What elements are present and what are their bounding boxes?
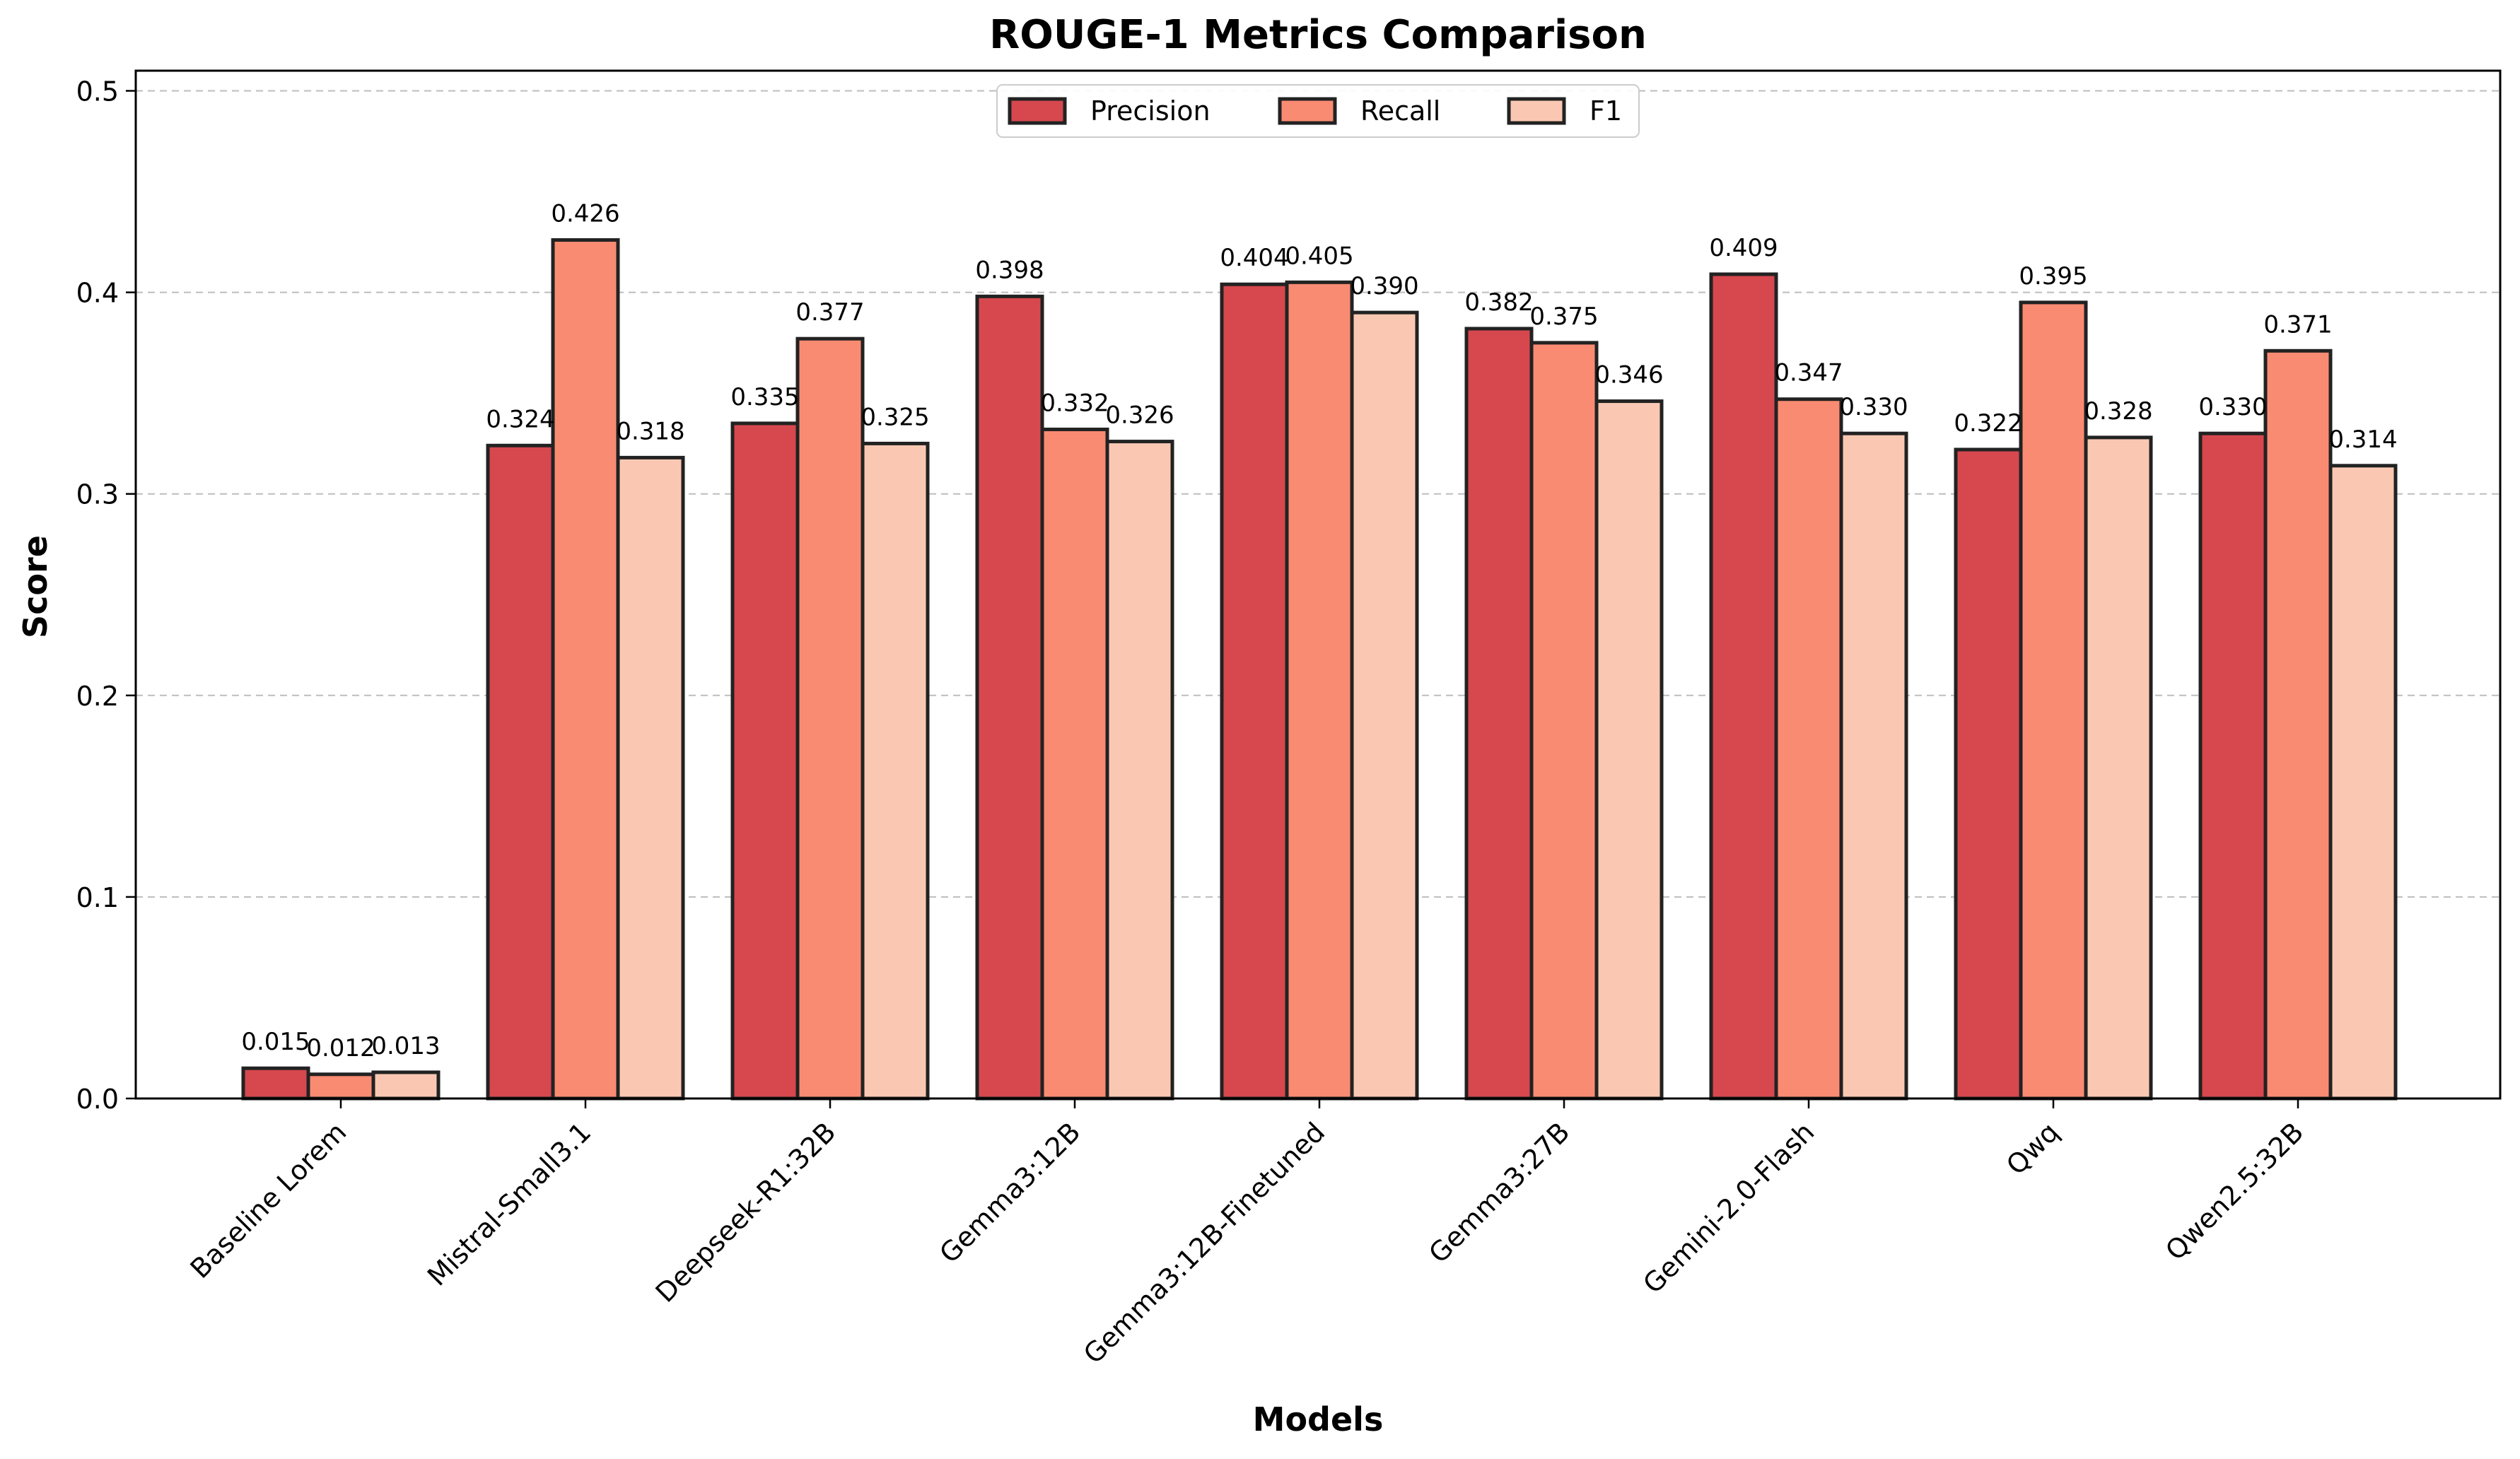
y-tick-label: 0.0	[76, 1084, 119, 1115]
bar-precision-7	[1954, 447, 2023, 1101]
bar-f1-0	[371, 1070, 441, 1101]
x-tick-label: Qwq	[2000, 1116, 2065, 1180]
bar-precision-5	[1464, 327, 1534, 1101]
bar-precision-1	[486, 443, 555, 1101]
x-axis-title: Models	[1253, 1400, 1384, 1439]
data-label-recall-5: 0.375	[1529, 303, 1598, 331]
legend: Precision Recall F1	[996, 84, 1640, 138]
data-label-f1-5: 0.346	[1594, 361, 1663, 389]
legend-swatch-precision	[1008, 97, 1067, 125]
bar-precision-2	[730, 421, 800, 1101]
bar-recall-7	[2019, 300, 2088, 1101]
bar-f1-4	[1350, 310, 1419, 1101]
data-label-precision-7: 0.322	[1954, 409, 2022, 438]
bar-f1-6	[1839, 431, 1908, 1101]
bars	[241, 238, 2398, 1101]
data-label-f1-8: 0.314	[2328, 426, 2397, 454]
data-label-f1-2: 0.325	[861, 403, 929, 431]
legend-label-f1: F1	[1589, 95, 1622, 127]
bar-recall-6	[1774, 397, 1843, 1101]
data-label-precision-5: 0.382	[1464, 288, 1533, 317]
data-label-precision-3: 0.398	[975, 256, 1044, 284]
data-label-recall-6: 0.347	[1774, 359, 1843, 387]
data-label-f1-6: 0.330	[1839, 393, 1908, 421]
bar-precision-0	[241, 1066, 310, 1101]
y-tick-label: 0.4	[76, 278, 119, 309]
x-tick-label: Gemma3:12B-Finetuned	[1078, 1116, 1331, 1369]
data-label-precision-0: 0.015	[241, 1028, 310, 1056]
plot-frame	[134, 69, 2502, 1100]
y-tick-label: 0.1	[76, 882, 119, 913]
x-tick-label: Deepseek-R1:32B	[650, 1116, 842, 1308]
bar-recall-1	[551, 238, 620, 1101]
x-tick-label: Gemini-2.0-Flash	[1637, 1116, 1820, 1299]
y-tick-label: 0.5	[76, 76, 119, 107]
bar-recall-4	[1285, 280, 1354, 1101]
data-label-recall-3: 0.332	[1040, 389, 1109, 417]
chart-title: ROUGE-1 Metrics Comparison	[989, 12, 1647, 58]
legend-swatch-recall	[1278, 97, 1337, 125]
bar-f1-5	[1594, 399, 1664, 1101]
bar-precision-6	[1709, 272, 1778, 1101]
data-label-recall-2: 0.377	[795, 298, 864, 327]
bar-precision-3	[975, 294, 1044, 1101]
data-label-recall-1: 0.426	[551, 199, 619, 228]
bar-recall-2	[795, 336, 865, 1101]
legend-label-precision: Precision	[1090, 95, 1211, 127]
data-label-f1-4: 0.390	[1350, 272, 1418, 300]
x-tick-label: Mistral-Small3.1	[421, 1116, 597, 1291]
data-label-recall-0: 0.012	[306, 1034, 375, 1062]
data-label-f1-7: 0.328	[2084, 397, 2152, 426]
bar-recall-0	[306, 1072, 375, 1101]
y-axis-title: Score	[16, 535, 54, 638]
data-label-f1-1: 0.318	[616, 417, 684, 445]
x-tick-label: Gemma3:27B	[1423, 1116, 1575, 1269]
legend-swatch-f1	[1507, 97, 1566, 125]
x-tick-label: Gemma3:12B	[933, 1116, 1086, 1269]
bar-f1-3	[1105, 440, 1174, 1101]
data-label-recall-7: 0.395	[2019, 262, 2087, 291]
data-label-recall-8: 0.371	[2263, 310, 2332, 339]
y-tick-label: 0.2	[76, 681, 119, 712]
data-label-precision-6: 0.409	[1709, 234, 1778, 262]
x-tick-label: Baseline Lorem	[185, 1116, 353, 1284]
bar-recall-3	[1040, 427, 1109, 1101]
data-label-precision-1: 0.324	[486, 405, 554, 433]
y-tick-label: 0.3	[76, 479, 119, 510]
data-label-f1-0: 0.013	[371, 1032, 440, 1060]
legend-label-recall: Recall	[1360, 95, 1440, 127]
bar-precision-4	[1220, 282, 1289, 1101]
bar-f1-2	[861, 441, 930, 1101]
data-label-recall-4: 0.405	[1285, 242, 1353, 270]
x-tick-label: Qwen2.5:32B	[2159, 1116, 2309, 1266]
data-label-precision-8: 0.330	[2198, 393, 2267, 421]
data-label-precision-2: 0.335	[730, 383, 799, 411]
data-label-f1-3: 0.326	[1105, 402, 1174, 430]
bar-f1-1	[616, 455, 685, 1101]
bar-f1-7	[2084, 435, 2153, 1101]
bar-recall-8	[2263, 348, 2333, 1101]
data-label-precision-4: 0.404	[1220, 244, 1288, 272]
data-labels: 0.015 0.324 0.335 0.398 0.404 0.382 0.409 0.322…	[241, 199, 2397, 1062]
bar-recall-5	[1529, 341, 1599, 1101]
bar-f1-8	[2328, 464, 2398, 1101]
bar-precision-8	[2198, 431, 2268, 1101]
